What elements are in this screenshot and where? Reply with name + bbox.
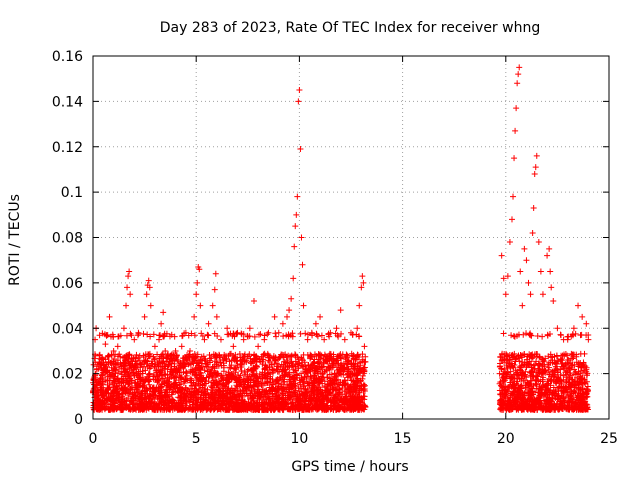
x-tick-label: 15 xyxy=(394,431,412,447)
x-axis-label: GPS time / hours xyxy=(291,459,408,475)
data-point xyxy=(359,351,366,358)
data-point xyxy=(245,366,252,373)
x-tick-label: 25 xyxy=(600,431,618,447)
data-point xyxy=(285,352,292,359)
data-point xyxy=(318,332,325,339)
y-tick-label: 0 xyxy=(74,412,83,428)
data-point xyxy=(125,387,132,394)
data-points xyxy=(90,64,592,413)
data-point xyxy=(280,378,287,385)
data-point xyxy=(188,330,195,337)
data-point xyxy=(179,333,186,340)
data-point xyxy=(191,332,198,339)
data-point xyxy=(228,362,235,369)
y-tick-label: 0.16 xyxy=(52,49,83,65)
x-tick-label: 0 xyxy=(89,431,98,447)
grid-lines xyxy=(93,56,609,419)
y-tick-label: 0.04 xyxy=(52,321,83,337)
data-point xyxy=(204,331,211,338)
data-point xyxy=(124,352,131,359)
data-point xyxy=(313,331,320,338)
y-tick-label: 0.1 xyxy=(61,185,83,201)
y-tick-label: 0.02 xyxy=(52,367,83,383)
y-tick-label: 0.08 xyxy=(52,231,83,247)
chart-title: Day 283 of 2023, Rate Of TEC Index for r… xyxy=(160,20,540,36)
data-point xyxy=(332,330,339,337)
y-tick-label: 0.06 xyxy=(52,276,83,292)
data-point xyxy=(183,356,190,363)
data-point xyxy=(202,357,209,364)
data-point xyxy=(298,370,305,377)
data-point xyxy=(302,330,309,337)
data-point xyxy=(105,353,112,360)
y-axis-label: ROTI / TECUs xyxy=(7,194,23,286)
data-point xyxy=(335,333,342,340)
x-tick-label: 10 xyxy=(290,431,308,447)
y-tick-label: 0.14 xyxy=(52,94,83,110)
y-tick-label: 0.12 xyxy=(52,140,83,156)
data-point xyxy=(101,331,108,338)
x-tick-label: 20 xyxy=(497,431,515,447)
data-point xyxy=(301,359,308,366)
x-tick-label: 5 xyxy=(192,431,201,447)
